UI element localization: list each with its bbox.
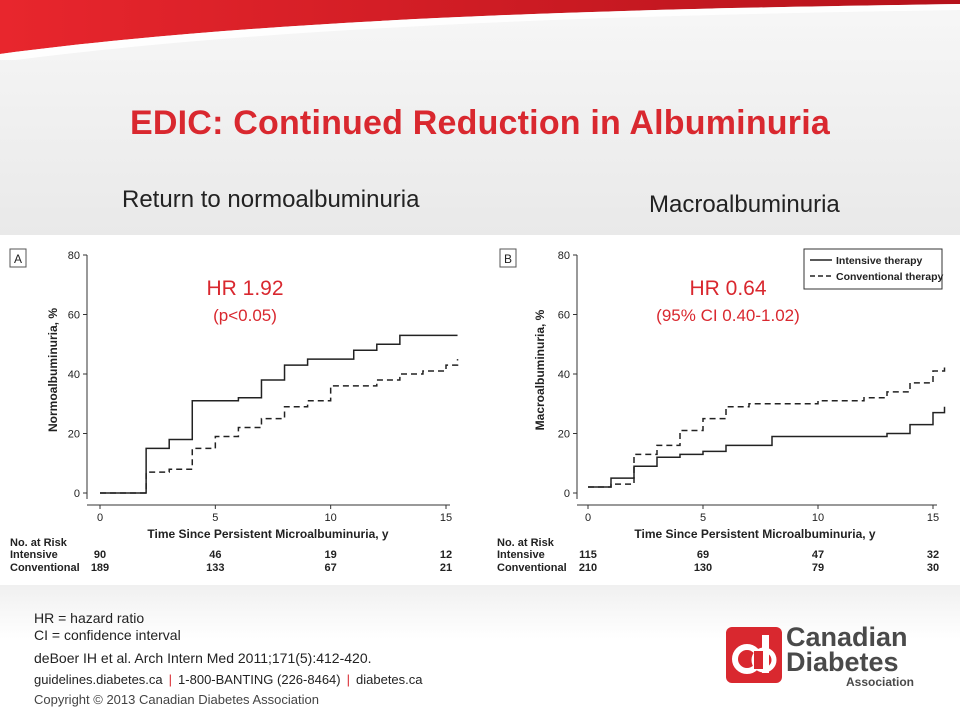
logo-line3: Association [846,675,915,689]
panel-b-intensive-line [588,406,946,488]
panel-b-y-tick-label: 0 [564,488,570,500]
panel-b-risk-conventional-label: Conventional [497,562,567,574]
panel-a-x-tick-label: 10 [325,512,337,524]
panel-a-conventional-line [100,359,459,494]
header-ribbon [0,0,960,60]
separator: | [346,672,351,687]
panel-a-risk-conventional-label: Conventional [10,562,80,574]
panel-b-x-tick-label: 15 [927,512,939,524]
panel-a-risk-intensive-value: 12 [440,549,452,561]
panel-b-risk-conventional-value: 130 [694,562,712,574]
site-link[interactable]: guidelines.diabetes.ca [34,672,163,687]
cda-logo: Canadian Diabetes Association [726,622,926,700]
cd-logo-mark [726,627,782,683]
panel-b-x-tick-label: 5 [700,512,706,524]
panel-a-risk-intensive-value: 19 [325,549,337,561]
panel-b-conventional-line [588,365,946,488]
panel-a-x-tick-label: 0 [97,512,103,524]
panel-a-risk-intensive-value: 90 [94,549,106,561]
panel-a-risk-conventional-value: 67 [325,562,337,574]
panel-b-risk-conventional-value: 79 [812,562,824,574]
panel-a-x-tick-label: 5 [212,512,218,524]
panel-b: B HR 0.64 (95% CI 0.40-1.02) Time Since … [497,248,944,574]
logo-line2: Diabetes [786,647,899,677]
panel-a-x-tick-label: 15 [440,512,452,524]
logo-line1: Canadian [786,622,908,652]
panel-a: A HR 1.92 (p<0.05) Time Since Persistent… [9,248,389,574]
panel-b-legend: Intensive therapy Conventional therapy [803,248,944,290]
separator: | [168,672,173,687]
panel-b-y-tick-label: 20 [558,429,570,441]
panel-a-risk-conventional-value: 133 [206,562,224,574]
chart-area [0,235,960,585]
panel-b-risk-header: No. at Risk [497,537,555,549]
legend-label-intensive: Intensive therapy [836,255,923,267]
phone: 1-800-BANTING (226-8464) [178,672,341,687]
km-charts: A HR 1.92 (p<0.05) Time Since Persistent… [9,248,946,574]
logo-wordmark: Canadian Diabetes Association [786,622,915,690]
ci-definition: CI = confidence interval [34,627,181,643]
legend-label-conventional: Conventional therapy [836,271,944,283]
panel-b-y-tick-label: 80 [558,250,570,262]
panel-b-x-tick-label: 10 [812,512,824,524]
contact-line: guidelines.diabetes.ca | 1-800-BANTING (22… [34,672,423,687]
header-band [0,0,960,235]
panel-a-ylabel: Normoalbuminuria, % [46,308,60,432]
panel-a-label: A [14,252,22,266]
panel-a-y-tick-label: 40 [68,369,80,381]
panel-a-hr-detail: (p<0.05) [213,306,277,325]
panel-b-risk-intensive-value: 69 [697,549,709,561]
panel-b-y-tick-label: 40 [558,369,570,381]
copyright: Copyright © 2013 Canadian Diabetes Assoc… [34,692,319,707]
site2-link[interactable]: diabetes.ca [356,672,423,687]
panel-a-risk-intensive-value: 46 [209,549,221,561]
panel-b-ylabel: Macroalbuminuria, % [533,309,547,430]
panel-a-y-tick-label: 20 [68,429,80,441]
panel-b-label-box [499,248,517,268]
panel-a-y-tick-label: 80 [68,250,80,262]
panel-b-risk-intensive-value: 115 [579,549,597,561]
panel-a-risk-conventional-value: 189 [91,562,109,574]
panel-a-heading: Return to normoalbuminuria [122,186,420,213]
panel-b-y-tick-label: 60 [558,310,570,322]
legend-box [803,248,943,290]
panel-b-risk-conventional-value: 30 [927,562,939,574]
panel-a-y-tick-label: 60 [68,310,80,322]
panel-b-hr-detail: (95% CI 0.40-1.02) [656,306,800,325]
panel-b-x-tick-label: 0 [585,512,591,524]
footer-band [0,585,960,720]
panel-a-intensive-line [100,334,458,494]
panel-a-risk-header: No. at Risk [10,537,68,549]
slide-title: EDIC: Continued Reduction in Albuminuria [130,104,830,142]
panel-a-risk-intensive-label: Intensive [10,549,58,561]
panel-a-risk-conventional-value: 21 [440,562,452,574]
panel-b-risk-intensive-label: Intensive [497,549,545,561]
panel-a-y-tick-label: 0 [74,488,80,500]
panel-b-risk-intensive-value: 32 [927,549,939,561]
panel-a-hr: HR 1.92 [206,277,283,300]
hr-definition: HR = hazard ratio [34,610,145,626]
panel-b-label: B [504,252,512,266]
panel-b-heading: Macroalbuminuria [649,191,840,218]
panel-b-risk-intensive-value: 47 [812,549,824,561]
panel-b-risk-conventional-value: 210 [579,562,597,574]
panel-b-xlabel: Time Since Persistent Microalbuminuria, … [634,527,876,541]
panel-a-label-box [9,248,27,268]
reference: deBoer IH et al. Arch Intern Med 2011;17… [34,650,372,666]
panel-b-hr: HR 0.64 [689,277,766,300]
panel-a-xlabel: Time Since Persistent Microalbuminuria, … [147,527,389,541]
